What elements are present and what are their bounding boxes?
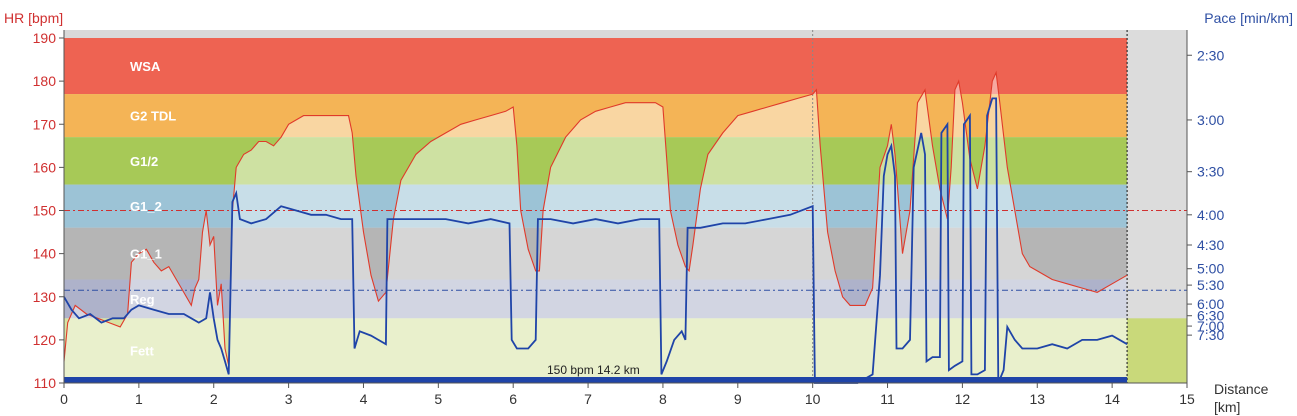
right-axis-title: Pace [min/km] xyxy=(1204,10,1293,26)
hr-tick-label: 150 xyxy=(33,203,57,219)
x-tick-label: 2 xyxy=(210,391,218,407)
left-axis-title: HR [bpm] xyxy=(4,10,63,26)
x-tick-label: 11 xyxy=(880,391,895,407)
pace-tick-label: 3:30 xyxy=(1197,164,1224,180)
pace-tick-label: 6:30 xyxy=(1197,308,1224,324)
pace-tick-label: 7:00 xyxy=(1197,318,1224,334)
hr-line xyxy=(63,70,1128,366)
zone-label-reg: Reg xyxy=(130,292,155,307)
zone-band-g1-2 xyxy=(64,184,1187,228)
x-axis-title-line2: [km] xyxy=(1214,399,1240,415)
pace-tick-label: 7:30 xyxy=(1197,327,1224,343)
zones-layer xyxy=(64,30,1187,383)
zone-labels-layer: WSA G2 TDL G1/2 G1_2 G1_1 Reg Fett xyxy=(130,59,176,359)
distance-bar xyxy=(64,377,1128,383)
zone-label-g1-2: G1/2 xyxy=(130,154,158,169)
zone-band-wsa xyxy=(64,38,1187,95)
zone-label-g1-2: G1_2 xyxy=(130,199,162,214)
zone-band-g1-1 xyxy=(64,227,1187,280)
hr-tick-label: 170 xyxy=(33,116,57,132)
x-tick-label: 12 xyxy=(955,391,971,407)
x-tick-label: 5 xyxy=(434,391,442,407)
hr-tick-label: 120 xyxy=(33,332,57,348)
x-tick-label: 3 xyxy=(285,391,293,407)
pace-line xyxy=(63,97,1128,384)
axes-layer: 1101201301401501601701801902:303:003:304… xyxy=(33,30,1224,407)
x-tick-label: 6 xyxy=(509,391,517,407)
post-run-fett-area xyxy=(1127,318,1187,383)
pace-tick-label: 4:30 xyxy=(1197,237,1224,253)
x-tick-label: 14 xyxy=(1104,391,1120,407)
zone-band-g1-2 xyxy=(64,137,1187,185)
x-tick-label: 4 xyxy=(360,391,368,407)
distance-annotation: 150 bpm 14.2 km xyxy=(547,363,640,377)
hr-tick-label: 110 xyxy=(34,375,57,391)
x-tick-label: 8 xyxy=(659,391,667,407)
x-axis-title-line1: Distance xyxy=(1214,381,1269,397)
x-tick-label: 13 xyxy=(1029,391,1045,407)
hr-tick-label: 140 xyxy=(33,246,57,262)
hr-tick-label: 180 xyxy=(33,73,57,89)
pace-tick-label: 6:00 xyxy=(1197,296,1224,312)
hr-tick-label: 190 xyxy=(33,30,57,46)
x-tick-label: 15 xyxy=(1179,391,1195,407)
zone-band-fett xyxy=(64,318,1187,383)
pace-tick-label: 5:30 xyxy=(1197,277,1224,293)
hr-tick-label: 160 xyxy=(33,159,57,175)
x-tick-label: 10 xyxy=(805,391,821,407)
hr-fill-layer xyxy=(64,72,1128,383)
x-tick-label: 9 xyxy=(734,391,742,407)
hr-area-fill xyxy=(64,72,1128,383)
pace-tick-label: 3:00 xyxy=(1197,112,1224,128)
zone-label-fett: Fett xyxy=(130,344,155,359)
zone-band-reg xyxy=(64,279,1187,319)
x-tick-label: 0 xyxy=(60,391,68,407)
zone-label-g2-tdl: G2 TDL xyxy=(130,109,176,124)
pace-tick-label: 5:00 xyxy=(1197,261,1224,277)
series-layer xyxy=(63,70,1128,384)
x-tick-label: 7 xyxy=(584,391,592,407)
hr-tick-label: 130 xyxy=(33,289,57,305)
zone-label-wsa: WSA xyxy=(130,59,161,74)
pace-tick-label: 2:30 xyxy=(1197,47,1224,63)
zone-label-g1-1: G1_1 xyxy=(130,247,162,262)
x-tick-label: 1 xyxy=(135,391,143,407)
pace-tick-label: 4:00 xyxy=(1197,207,1224,223)
